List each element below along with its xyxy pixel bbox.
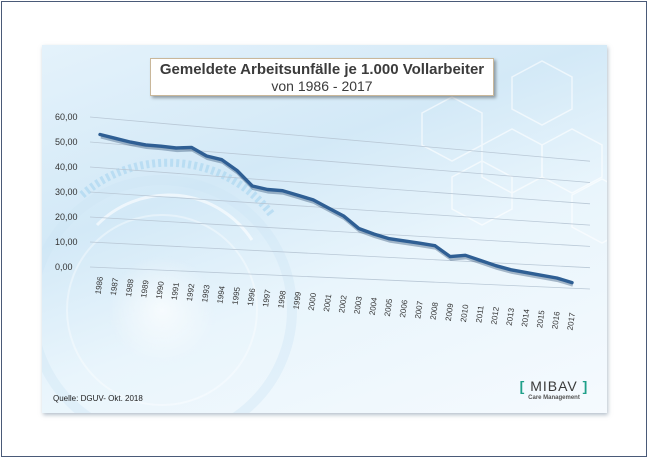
x-tick-label: 1992 bbox=[185, 282, 196, 301]
y-tick-label: 30,00 bbox=[55, 187, 78, 197]
x-tick-label: 2011 bbox=[474, 305, 485, 324]
data-point bbox=[342, 214, 345, 218]
x-tick-label: 2008 bbox=[429, 301, 440, 320]
x-tick-label: 2001 bbox=[322, 293, 333, 312]
background-decoration bbox=[42, 60, 607, 413]
x-tick-label: 2012 bbox=[489, 306, 500, 325]
x-tick-label: 2002 bbox=[337, 294, 348, 313]
x-tick-label: 1989 bbox=[139, 279, 150, 298]
y-tick-label: 20,00 bbox=[55, 212, 78, 222]
data-point bbox=[525, 271, 528, 274]
x-tick-label: 2016 bbox=[550, 310, 561, 329]
series-line bbox=[98, 132, 574, 287]
x-tick-label: 1991 bbox=[170, 281, 181, 300]
data-point bbox=[388, 237, 391, 240]
y-tick-label: 0,00 bbox=[55, 262, 73, 272]
x-axis-ticks: 1986 1987 1988 1989 1990 1991 1992 1993 1994 1995… bbox=[94, 275, 577, 330]
x-tick-label: 1986 bbox=[94, 275, 105, 294]
grid-line bbox=[89, 191, 591, 226]
grid-line bbox=[89, 116, 591, 162]
x-tick-label: 2003 bbox=[352, 295, 363, 314]
chart-title: Gemeldete Arbeitsunfälle je 1.000 Vollar… bbox=[159, 61, 485, 78]
data-point bbox=[448, 255, 452, 258]
y-tick-label: 10,00 bbox=[55, 237, 78, 247]
chart-title-box: Gemeldete Arbeitsunfälle je 1.000 Vollar… bbox=[150, 58, 494, 96]
x-tick-label: 2010 bbox=[459, 303, 470, 322]
y-tick-label: 60,00 bbox=[55, 112, 78, 122]
logo-name: MIBAV bbox=[530, 378, 578, 394]
data-point bbox=[464, 254, 467, 257]
data-point bbox=[357, 227, 361, 230]
data-point bbox=[372, 232, 376, 236]
data-point bbox=[251, 184, 254, 188]
logo-bracket-close: ] bbox=[582, 378, 589, 394]
x-tick-label: 1990 bbox=[154, 280, 165, 299]
data-point bbox=[220, 158, 224, 161]
x-tick-label: 2009 bbox=[444, 302, 455, 321]
mibav-logo: [ MIBAV ] Care Management bbox=[518, 379, 590, 407]
x-tick-label: 1999 bbox=[292, 291, 303, 310]
data-point bbox=[159, 145, 163, 148]
data-point bbox=[235, 169, 239, 172]
data-point bbox=[418, 242, 421, 245]
x-tick-label: 1987 bbox=[109, 277, 120, 296]
data-point bbox=[327, 206, 330, 210]
x-tick-label: 2014 bbox=[520, 308, 531, 327]
y-tick-label: 40,00 bbox=[55, 162, 78, 172]
x-tick-label: 1994 bbox=[215, 285, 226, 304]
x-tick-label: 1995 bbox=[231, 286, 242, 305]
data-point bbox=[433, 244, 437, 247]
data-point bbox=[129, 140, 132, 144]
x-tick-label: 2013 bbox=[505, 307, 516, 326]
grid-line bbox=[89, 166, 591, 205]
data-point bbox=[555, 276, 558, 280]
data-point bbox=[114, 137, 117, 140]
grid-line bbox=[89, 266, 591, 290]
data-point bbox=[403, 239, 406, 243]
chart-subtitle: von 1986 - 2017 bbox=[271, 78, 373, 94]
data-point bbox=[98, 133, 102, 136]
data-point bbox=[266, 188, 269, 191]
data-point bbox=[509, 268, 513, 272]
x-tick-label: 2004 bbox=[368, 296, 379, 315]
data-point bbox=[296, 194, 300, 197]
data-point bbox=[479, 259, 482, 262]
data-point bbox=[174, 146, 178, 150]
data-point bbox=[311, 198, 315, 202]
x-tick-label: 1996 bbox=[246, 287, 257, 306]
y-axis-ticks: 0,00 10,00 20,00 30,00 40,00 50,00 60,00 bbox=[55, 112, 78, 272]
x-tick-label: 2006 bbox=[398, 299, 409, 318]
chart-panel: 0,00 10,00 20,00 30,00 40,00 50,00 60,00 1986 1… bbox=[42, 45, 607, 413]
x-tick-label: 1998 bbox=[276, 289, 287, 308]
x-tick-label: 2005 bbox=[383, 298, 394, 317]
x-tick-label: 2017 bbox=[566, 311, 577, 330]
grid-line bbox=[89, 241, 591, 269]
y-tick-label: 50,00 bbox=[55, 137, 78, 147]
data-point bbox=[190, 146, 193, 149]
x-tick-label: 1997 bbox=[261, 288, 272, 307]
logo-bracket-open: [ bbox=[519, 378, 526, 394]
x-tick-label: 1988 bbox=[124, 278, 135, 297]
x-tick-label: 2015 bbox=[535, 309, 546, 328]
logo-tagline: Care Management bbox=[528, 395, 580, 401]
grid-line bbox=[89, 216, 591, 247]
x-tick-label: 2007 bbox=[413, 300, 424, 319]
series-line-path bbox=[98, 132, 574, 285]
data-point bbox=[144, 143, 147, 147]
data-point bbox=[540, 274, 543, 277]
logo-wordmark: [ MIBAV ] bbox=[518, 379, 590, 394]
x-tick-label: 1993 bbox=[200, 284, 211, 303]
source-note: Quelle: DGUV- Okt. 2018 bbox=[53, 394, 143, 403]
data-point bbox=[205, 154, 208, 158]
data-point bbox=[281, 189, 284, 192]
data-point bbox=[494, 264, 498, 267]
data-point bbox=[570, 281, 574, 284]
x-tick-label: 2000 bbox=[307, 292, 318, 311]
